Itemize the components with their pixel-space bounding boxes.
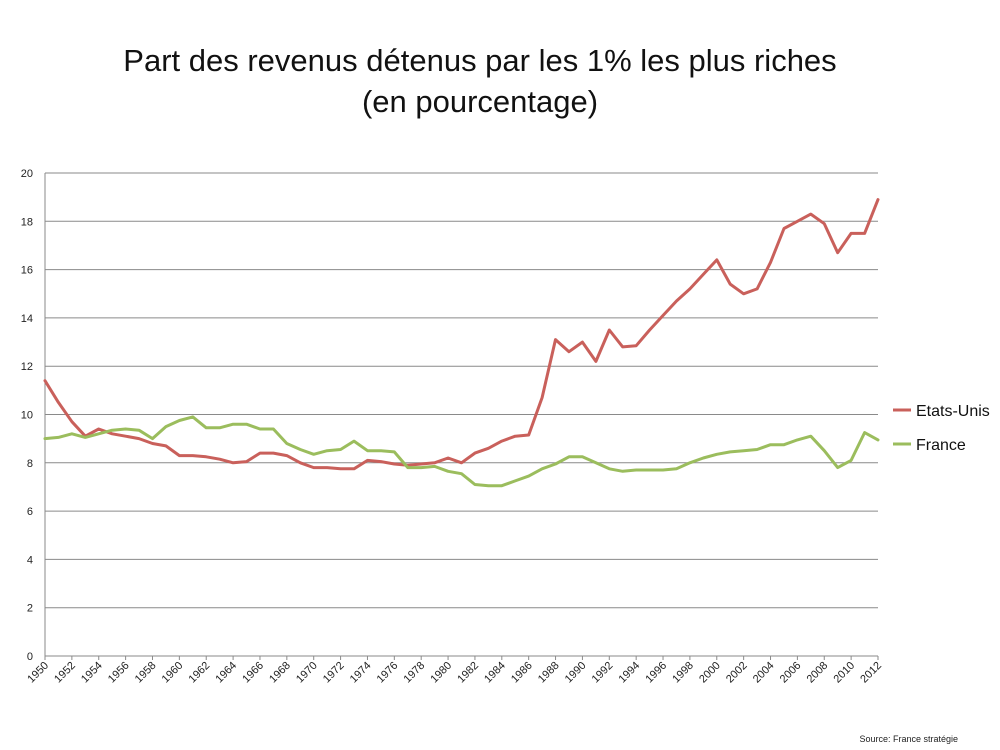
chart-title-main: Part des revenus détenus par les 1% les … xyxy=(123,43,837,78)
x-tick-label: 1950 xyxy=(25,660,51,686)
y-tick-label: 4 xyxy=(27,554,33,566)
series-line-france xyxy=(43,415,880,488)
x-tick-label: 1988 xyxy=(536,660,562,686)
x-axis-tick-labels: 1950 1952 1954 1956 1958 1960 1962 1964 1966 1968… xyxy=(25,660,884,686)
y-tick-label: 8 xyxy=(27,458,33,470)
y-axis-tick-labels: 0 2 4 6 8 10 12 14 16 18 20 xyxy=(21,168,33,663)
y-tick-label: 16 xyxy=(21,265,33,277)
chart-title: Part des revenus détenus par les 1% les … xyxy=(0,40,960,122)
legend-label: Etats-Unis xyxy=(916,403,990,420)
grid-lines xyxy=(45,172,878,609)
x-tick-label: 1992 xyxy=(590,660,616,686)
y-tick-label: 0 xyxy=(27,651,33,663)
x-tick-label: 1966 xyxy=(240,660,266,686)
x-tick-label: 1978 xyxy=(402,660,428,686)
x-tick-label: 1982 xyxy=(455,660,481,686)
x-tick-label: 2008 xyxy=(805,660,831,686)
x-tick-label: 1974 xyxy=(348,660,374,686)
x-tick-label: 2002 xyxy=(724,660,750,686)
data-series xyxy=(43,198,880,488)
x-tick-label: 1958 xyxy=(133,660,159,686)
series-line-etats-unis xyxy=(43,198,880,471)
y-tick-label: 18 xyxy=(21,216,33,228)
x-tick-label: 1954 xyxy=(79,660,105,686)
source-note: Source: France stratégie xyxy=(859,734,958,744)
x-tick-label: 1996 xyxy=(643,660,669,686)
y-tick-label: 14 xyxy=(21,313,33,325)
y-tick-label: 2 xyxy=(27,603,33,615)
x-tick-label: 1962 xyxy=(187,660,213,686)
x-tick-label: 1984 xyxy=(482,660,508,686)
x-tick-label: 1972 xyxy=(321,660,347,686)
x-tick-label: 2004 xyxy=(751,660,777,686)
x-tick-label: 2010 xyxy=(831,660,857,686)
x-tick-label: 1956 xyxy=(106,660,132,686)
x-tick-label: 2000 xyxy=(697,660,723,686)
x-tick-label: 1970 xyxy=(294,660,320,686)
x-tick-label: 1960 xyxy=(160,660,186,686)
x-tick-label: 1994 xyxy=(616,660,642,686)
x-tick-label: 1968 xyxy=(267,660,293,686)
x-tick-label: 1980 xyxy=(428,660,454,686)
y-tick-label: 12 xyxy=(21,361,33,373)
axes xyxy=(44,173,879,660)
x-tick-label: 2012 xyxy=(858,660,884,686)
x-tick-label: 1976 xyxy=(375,660,401,686)
chart-subtitle: (en pourcentage) xyxy=(361,84,599,119)
x-tick-label: 1990 xyxy=(563,660,589,686)
x-tick-label: 1998 xyxy=(670,660,696,686)
x-tick-label: 2006 xyxy=(778,660,804,686)
x-tick-label: 1952 xyxy=(52,660,78,686)
y-tick-label: 20 xyxy=(21,168,33,180)
y-tick-label: 6 xyxy=(27,506,33,518)
x-tick-label: 1964 xyxy=(213,660,239,686)
y-tick-label: 10 xyxy=(21,410,33,422)
legend-label: France xyxy=(916,437,966,454)
legend: Etats-Unis France xyxy=(893,403,990,454)
x-tick-label: 1986 xyxy=(509,660,535,686)
